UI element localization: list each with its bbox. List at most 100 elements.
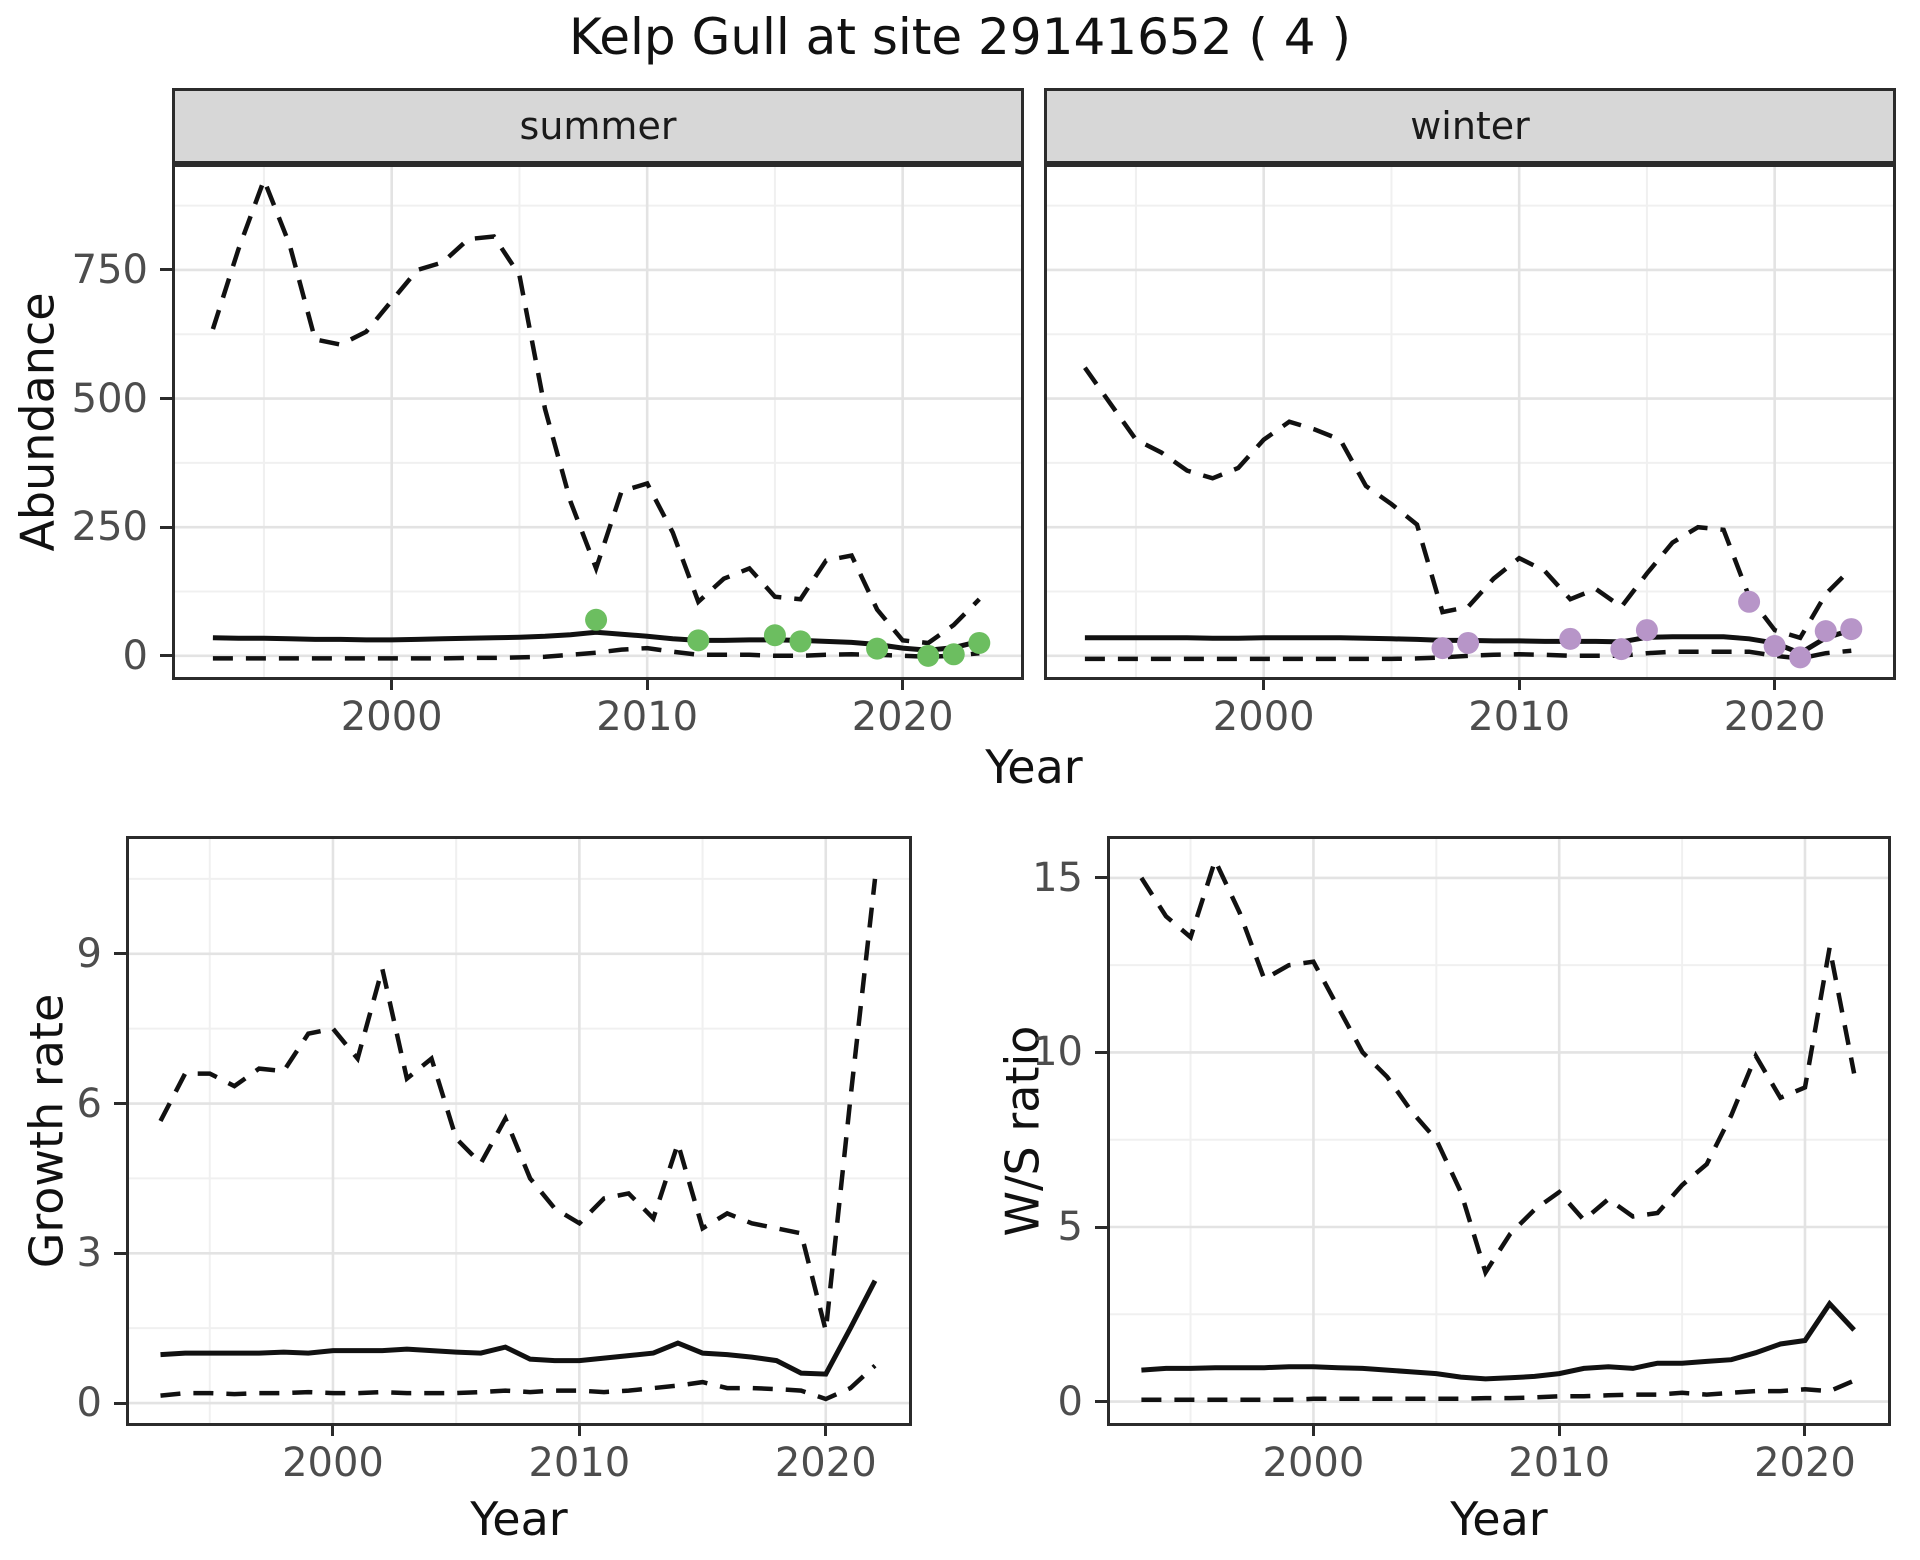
y-axis-tick <box>1095 876 1107 880</box>
x-tick-label: 2010 <box>528 1440 631 1486</box>
observation-point <box>687 629 710 652</box>
ws-ratio-plot <box>1107 836 1891 1426</box>
x-axis-tick <box>1557 1426 1561 1436</box>
median-line <box>1141 1299 1856 1382</box>
observation-point <box>1559 627 1582 650</box>
upper-ci-line <box>158 878 878 1332</box>
winter-abundance-plot <box>1044 164 1896 680</box>
gridlines-minor <box>172 164 1024 680</box>
x-axis-tick <box>1803 1426 1807 1436</box>
x-axis-tick <box>390 680 394 690</box>
x-axis-tick <box>1773 680 1777 690</box>
x-tick-label: 2000 <box>1212 694 1315 740</box>
observation-point <box>1457 631 1480 654</box>
x-tick-label: 2020 <box>774 1440 877 1486</box>
abundance-x-axis-title: Year <box>985 740 1083 794</box>
gridlines-minor <box>1044 164 1896 680</box>
y-tick-label: 0 <box>122 632 148 679</box>
page-title: Kelp Gull at site 29141652 ( 4 ) <box>568 8 1352 66</box>
x-tick-label: 2020 <box>851 694 954 740</box>
x-axis-tick <box>1262 680 1266 690</box>
observation-point <box>1431 637 1454 660</box>
gridlines-major <box>172 164 1024 680</box>
y-axis-tick <box>1095 1050 1107 1054</box>
facet-strip-winter-label: winter <box>1410 104 1530 148</box>
y-axis-tick <box>160 268 172 272</box>
gridlines-minor <box>126 836 912 1426</box>
x-axis-tick <box>901 680 905 690</box>
ws-ratio-plot-area: 2000 2010 2020 0 5 10 15 <box>1032 836 1891 1486</box>
growth-rate-y-axis-title: Growth rate <box>18 836 74 1426</box>
lower-ci-line <box>1141 1378 1855 1403</box>
median-line <box>160 1279 878 1377</box>
x-axis-tick <box>1311 1426 1315 1436</box>
y-tick-label: 0 <box>1057 1378 1083 1425</box>
gridlines-major <box>126 836 912 1426</box>
y-tick-label: 15 <box>1032 854 1083 901</box>
x-tick-label: 2010 <box>596 694 699 740</box>
y-axis-tick <box>114 1251 126 1255</box>
upper-ci-line <box>1083 366 1853 641</box>
y-tick-label: 10 <box>1032 1029 1083 1076</box>
lower-ci-line <box>1084 648 1852 662</box>
growth-rate-x-axis-title: Year <box>470 1492 568 1546</box>
gridlines-minor <box>1107 836 1891 1426</box>
upper-ci-line <box>210 173 981 646</box>
observation-point <box>968 631 991 654</box>
growth-rate-panel: 2000 2010 2020 0 3 6 9 <box>77 836 912 1486</box>
observation-point <box>763 624 786 647</box>
abundance-y-axis-title: Abundance <box>10 164 66 680</box>
y-axis-tick <box>160 397 172 401</box>
growth-rate-plot <box>126 836 912 1426</box>
x-tick-label: 2000 <box>340 694 443 740</box>
x-tick-label: 2010 <box>1468 694 1571 740</box>
x-tick-label: 2000 <box>1262 1440 1365 1486</box>
observation-point <box>1763 635 1786 658</box>
observation-point <box>1814 620 1837 643</box>
x-axis-tick <box>577 1426 581 1436</box>
panel-border <box>1107 836 1891 1426</box>
lower-ci-line <box>160 1363 877 1402</box>
y-axis-tick <box>160 525 172 529</box>
ws-ratio-x-axis-title: Year <box>1450 1492 1548 1546</box>
x-axis-tick <box>331 1426 335 1436</box>
y-axis-tick <box>160 654 172 658</box>
observation-points <box>585 608 991 667</box>
observation-point <box>866 637 889 660</box>
facet-summer: summer 2000 2010 2020 0 250 500 750 <box>72 88 1024 740</box>
observation-point <box>1610 638 1633 661</box>
median-line <box>212 629 980 653</box>
x-axis-tick <box>1517 680 1521 690</box>
y-tick-label: 5 <box>1057 1204 1083 1250</box>
y-axis-tick <box>114 1102 126 1106</box>
gridlines-major <box>1107 836 1891 1426</box>
x-tick-label: 2000 <box>282 1440 384 1486</box>
upper-ci-line <box>1139 854 1857 1278</box>
x-axis-tick <box>645 680 649 690</box>
y-axis-tick <box>1095 1225 1107 1229</box>
summer-plot-area: 2000 2010 2020 0 250 500 750 <box>72 164 1024 740</box>
x-tick-label: 2010 <box>1508 1440 1611 1486</box>
x-tick-label: 2020 <box>1723 694 1826 740</box>
y-axis-tick <box>114 1401 126 1405</box>
observation-points <box>1431 590 1863 669</box>
panel-border <box>172 164 1024 680</box>
growth-rate-plot-area: 2000 2010 2020 0 3 6 9 <box>77 836 912 1486</box>
panel-border <box>1044 164 1896 680</box>
facet-strip-summer-label: summer <box>519 104 677 148</box>
gridlines-major <box>1044 164 1896 680</box>
y-tick-label: 500 <box>71 375 148 422</box>
facet-strip-summer: summer <box>172 88 1024 164</box>
observation-point <box>917 644 940 667</box>
observation-point <box>1738 590 1761 613</box>
y-tick-label: 0 <box>76 1380 102 1427</box>
y-tick-label: 9 <box>76 930 102 977</box>
observation-point <box>1789 646 1812 669</box>
observation-point <box>942 643 965 666</box>
y-tick-label: 3 <box>76 1230 102 1277</box>
facet-winter: winter 2000 2010 2020 <box>1044 88 1896 740</box>
growth-rate-y-axis-title-text: Growth rate <box>19 993 73 1269</box>
lower-ci-line <box>212 645 980 661</box>
observation-point <box>585 608 608 631</box>
y-axis-tick <box>114 952 126 956</box>
